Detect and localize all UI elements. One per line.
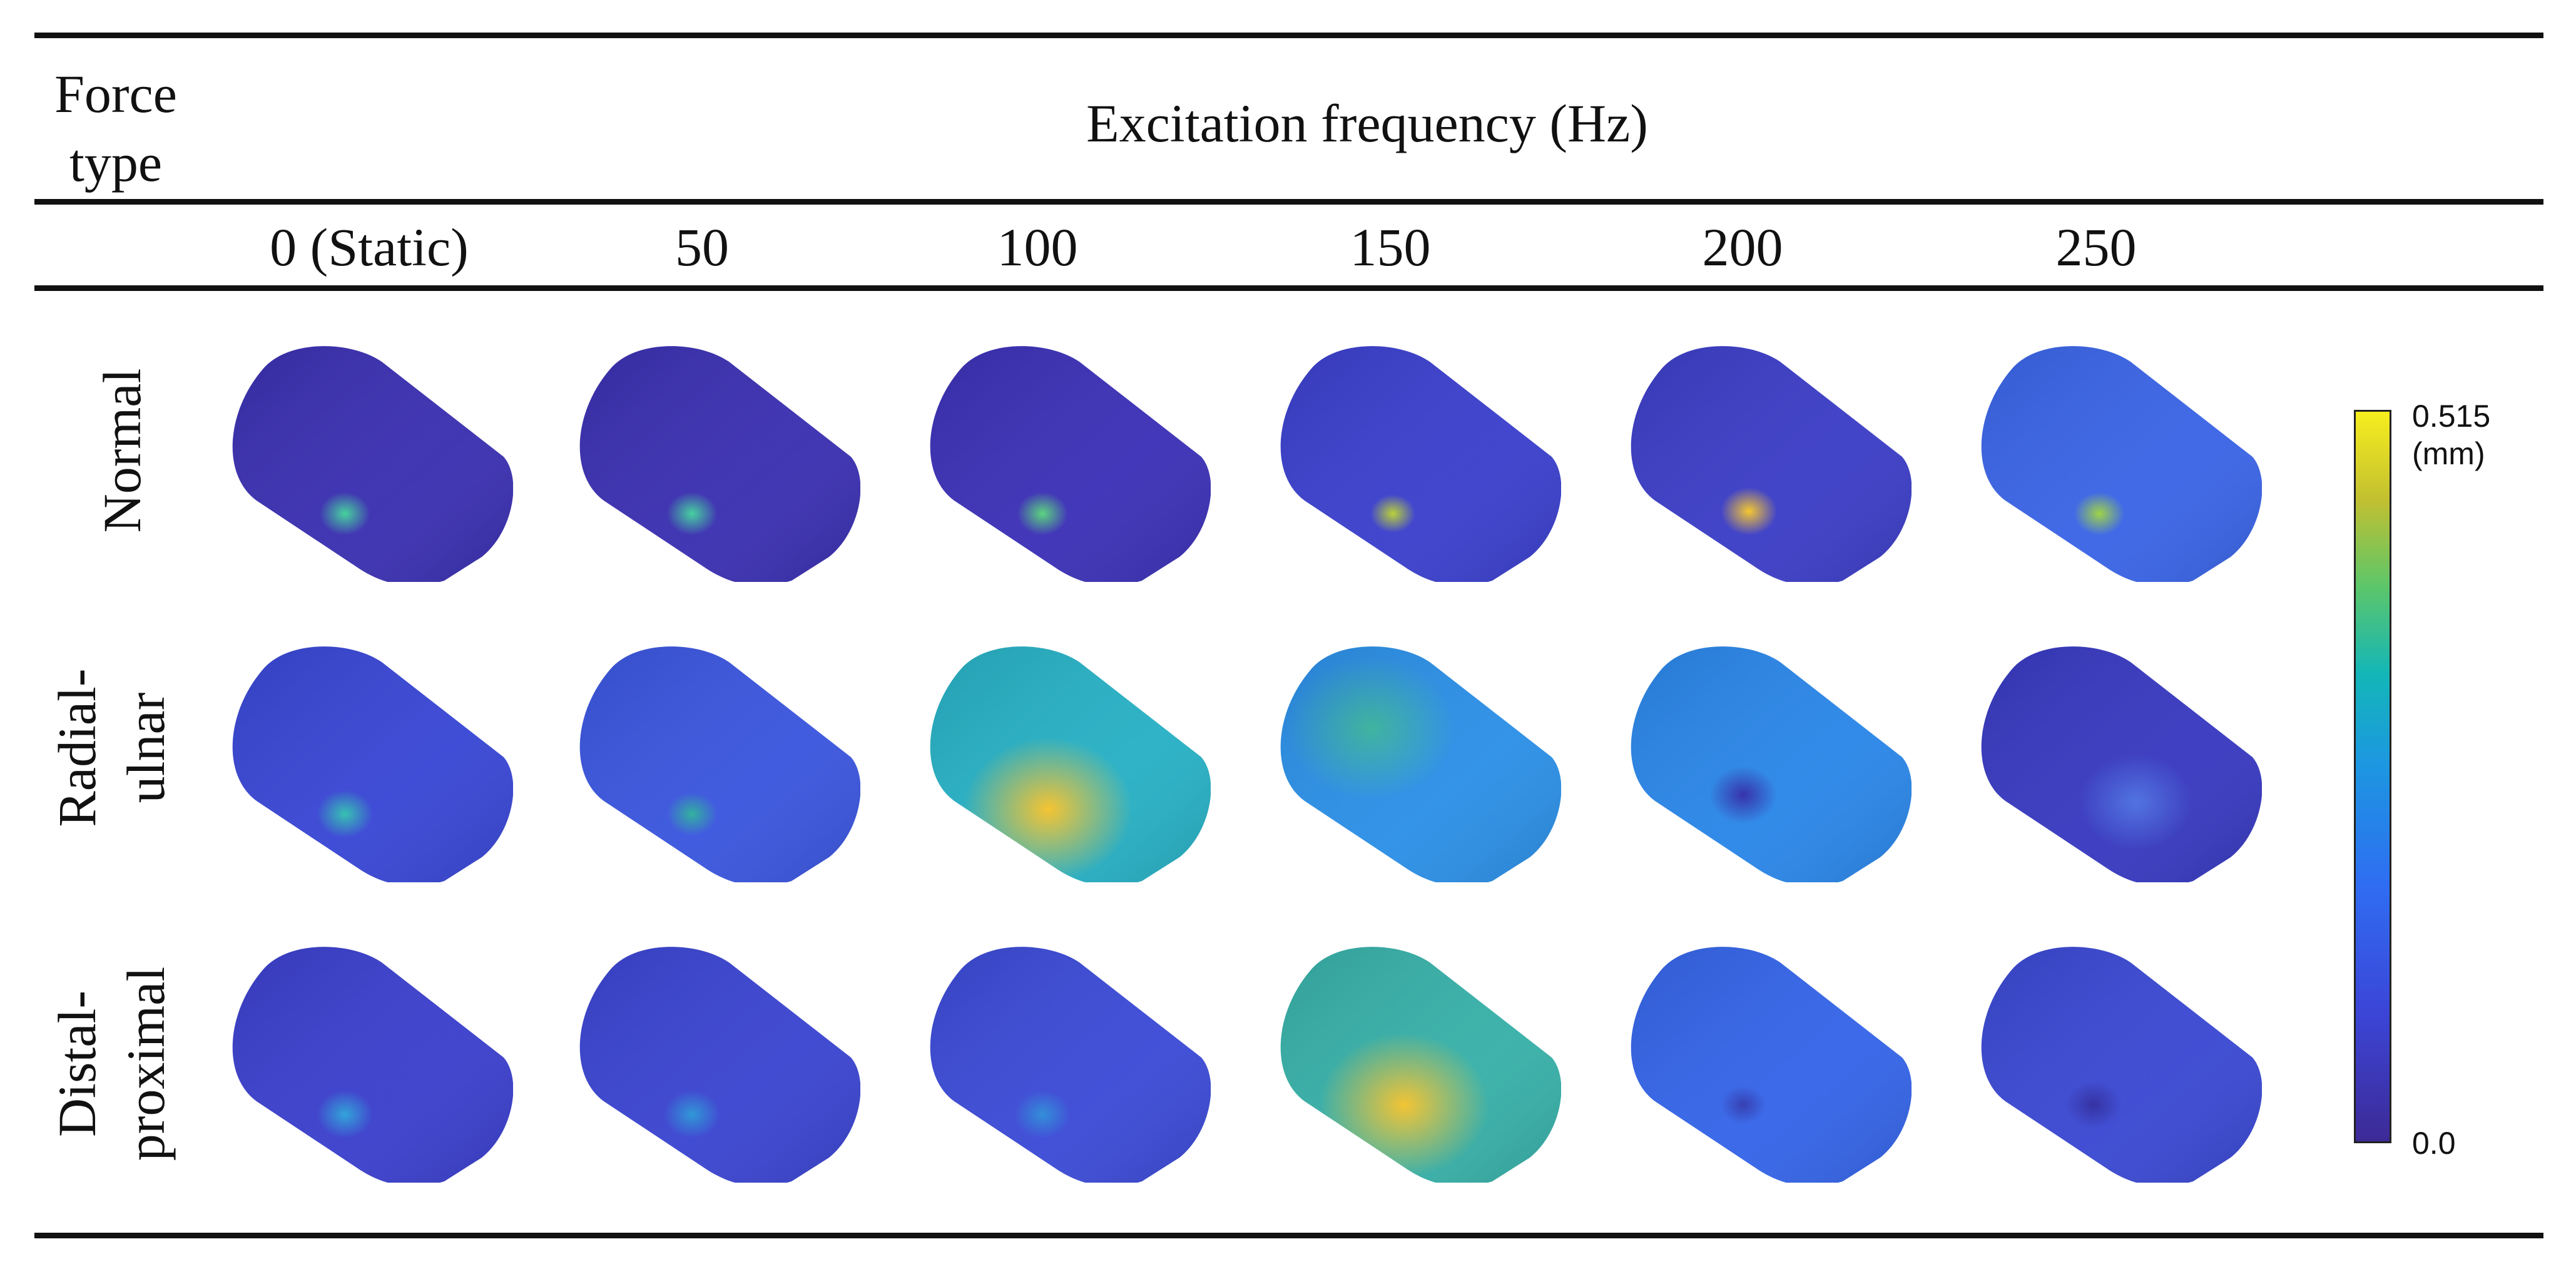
top-rule [34, 33, 2543, 38]
row-label-radial-ulnar-line1: Radial- [47, 668, 107, 827]
fingertip-distal-proximal-200hz [1617, 945, 1912, 1183]
fingertip-shading [1631, 346, 1912, 582]
colorbar-min-label: 0.0 [2412, 1126, 2456, 1161]
fingertip-shading [1631, 646, 1912, 882]
fingertip-shading [1981, 646, 2262, 882]
force-type-header-line1: Force [54, 64, 177, 124]
row-label-distal-proximal-line1: Distal- [47, 990, 107, 1138]
row-label-normal-line1: Normal [92, 368, 152, 533]
row-label-normal: Normal [88, 369, 156, 533]
row-label-radial-ulnar-line2: ulnar [116, 692, 176, 803]
fingertip-shading [1280, 947, 1561, 1183]
fingertip-shading [1280, 346, 1561, 582]
row-label-distal-proximal-line2: proximal [116, 966, 176, 1161]
fingertip-normal-50hz [566, 344, 860, 582]
bottom-rule [34, 1233, 2543, 1238]
col-label-100: 100 [997, 217, 1078, 277]
force-type-header-line2: type [69, 133, 163, 193]
fingertip-radial-ulnar-100hz [917, 645, 1211, 882]
fingertip-normal-250hz [1968, 344, 2262, 582]
fingertip-shading [1981, 346, 2262, 582]
fingertip-distal-proximal-150hz [1267, 945, 1561, 1183]
fingertip-distal-proximal-50hz [566, 945, 860, 1183]
force-type-header: Force type [25, 59, 206, 197]
fingertip-normal-150hz [1267, 344, 1561, 582]
colorbar-unit-label: (mm) [2412, 436, 2485, 471]
col-label-0: 0 (Static) [270, 217, 469, 277]
fingertip-normal-100hz [917, 344, 1211, 582]
colorbar-max-label: 0.515 [2412, 399, 2491, 434]
fingertip-normal-200hz [1617, 344, 1912, 582]
fingertip-distal-proximal-0hz [219, 945, 513, 1183]
row-label-radial-ulnar: Radial- ulnar [43, 668, 180, 827]
colorbar [2354, 410, 2391, 1143]
fingertip-shading [232, 947, 513, 1183]
fingertip-radial-ulnar-200hz [1617, 645, 1912, 882]
fingertip-shading [579, 947, 860, 1183]
fingertip-radial-ulnar-50hz [566, 645, 860, 882]
col-label-150: 150 [1350, 217, 1431, 277]
fingertip-shading [579, 646, 860, 882]
col-label-200: 200 [1702, 217, 1783, 277]
fingertip-shading [579, 346, 860, 582]
col-label-50: 50 [675, 217, 729, 277]
row-label-distal-proximal: Distal- proximal [43, 967, 180, 1161]
fingertip-shading [232, 346, 513, 582]
fingertip-distal-proximal-250hz [1968, 945, 2262, 1183]
fingertip-distal-proximal-100hz [917, 945, 1211, 1183]
fingertip-shading [1280, 646, 1561, 882]
fingertip-shading [930, 947, 1211, 1183]
fingertip-shading [232, 646, 513, 882]
fingertip-normal-0hz [219, 344, 513, 582]
fingertip-radial-ulnar-150hz [1267, 645, 1561, 882]
fingertip-radial-ulnar-0hz [219, 645, 513, 882]
fingertip-shading [1631, 947, 1912, 1183]
fingertip-radial-ulnar-250hz [1968, 645, 2262, 882]
col-label-250: 250 [2055, 217, 2137, 277]
fingertip-shading [930, 346, 1211, 582]
fingertip-shading [930, 646, 1211, 882]
header-divider-rule [34, 199, 2543, 205]
fingertip-shading [1981, 947, 2262, 1183]
column-label-rule [34, 285, 2543, 291]
frequency-title: Excitation frequency (Hz) [1086, 93, 1648, 153]
